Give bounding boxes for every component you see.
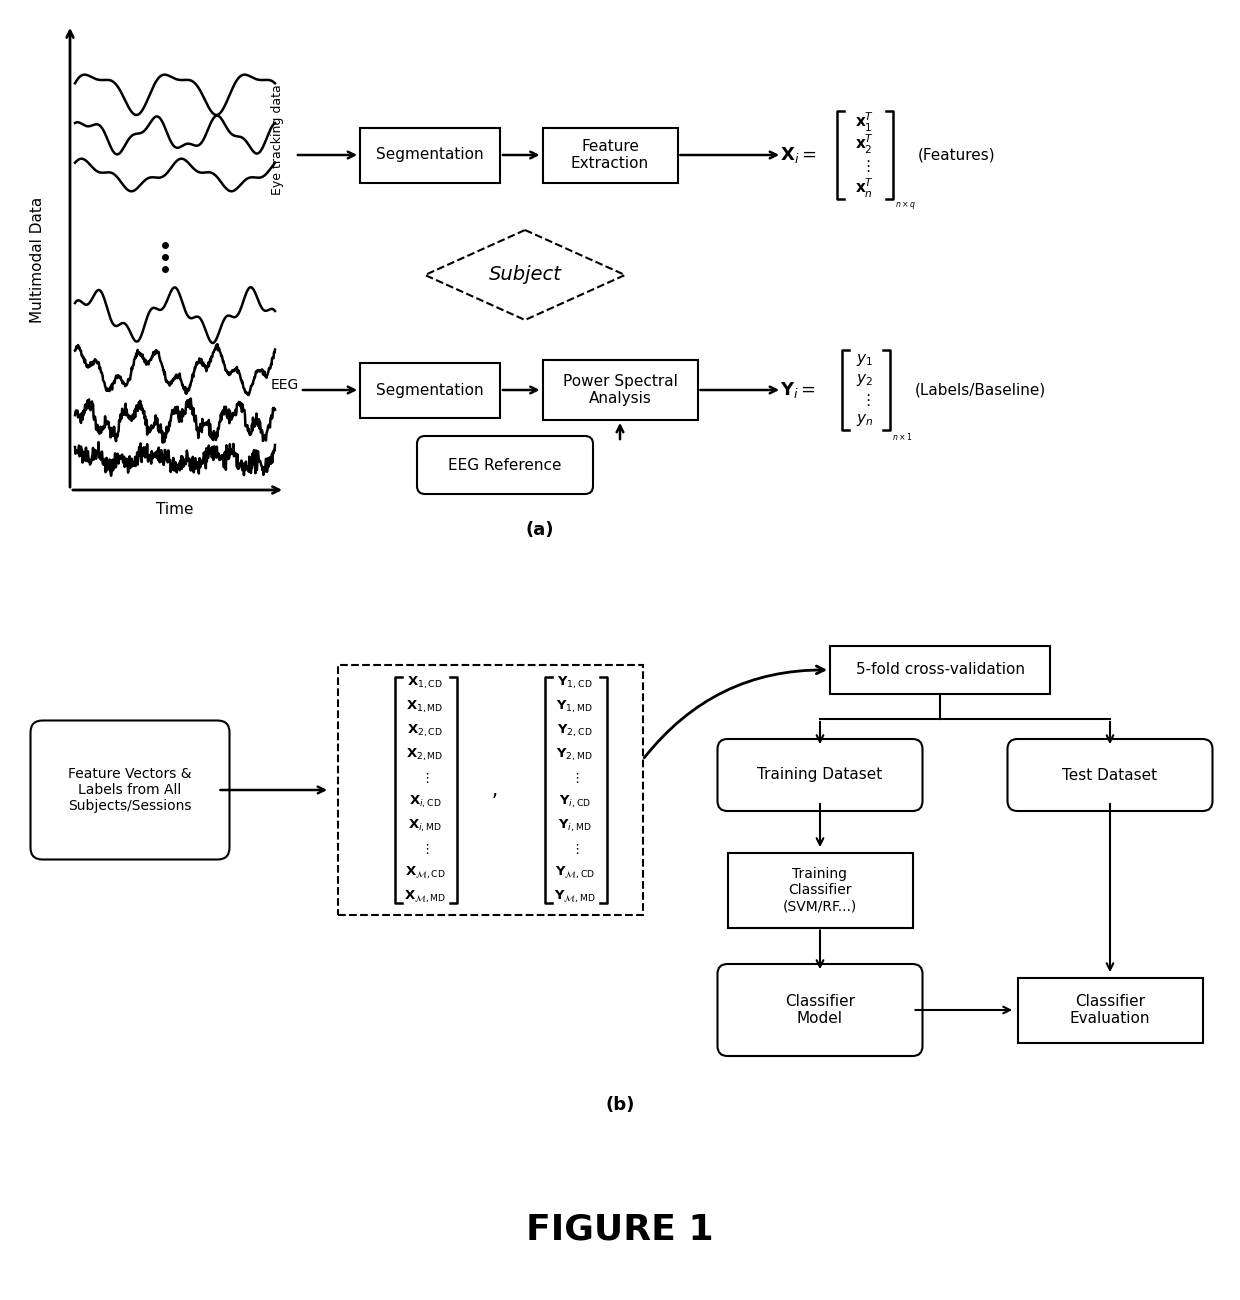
Text: $\mathbf{X}_{i,\mathrm{MD}}$: $\mathbf{X}_{i,\mathrm{MD}}$ <box>408 818 443 833</box>
Text: $\mathbf{x}_2^T$: $\mathbf{x}_2^T$ <box>856 133 874 156</box>
Text: $\mathbf{x}_n^T$: $\mathbf{x}_n^T$ <box>856 177 874 200</box>
Text: $\vdots$: $\vdots$ <box>420 842 429 857</box>
FancyBboxPatch shape <box>337 666 642 915</box>
Text: $y_n$: $y_n$ <box>857 412 874 428</box>
Text: $\mathbf{x}_1^T$: $\mathbf{x}_1^T$ <box>856 111 874 134</box>
Text: $y_2$: $y_2$ <box>857 372 873 387</box>
Text: Time: Time <box>156 503 193 517</box>
Text: $\mathbf{Y}_{i,\mathrm{CD}}$: $\mathbf{Y}_{i,\mathrm{CD}}$ <box>559 794 591 810</box>
Text: (a): (a) <box>526 521 554 540</box>
Text: $\vdots$: $\vdots$ <box>420 771 429 785</box>
Text: Feature
Extraction: Feature Extraction <box>570 139 649 172</box>
Text: Training Dataset: Training Dataset <box>758 767 883 783</box>
Text: FIGURE 1: FIGURE 1 <box>526 1213 714 1247</box>
Text: $\mathbf{X}_{2,\mathrm{MD}}$: $\mathbf{X}_{2,\mathrm{MD}}$ <box>407 746 444 763</box>
Text: $\mathbf{X}_{1,\mathrm{CD}}$: $\mathbf{X}_{1,\mathrm{CD}}$ <box>407 675 443 692</box>
Text: $\mathbf{X}_{\mathcal{M},\mathrm{MD}}$: $\mathbf{X}_{\mathcal{M},\mathrm{MD}}$ <box>404 889 446 905</box>
Text: $\mathbf{Y}_{2,\mathrm{CD}}$: $\mathbf{Y}_{2,\mathrm{CD}}$ <box>557 723 593 738</box>
Text: $\vdots$: $\vdots$ <box>859 393 870 408</box>
FancyBboxPatch shape <box>718 965 923 1056</box>
FancyBboxPatch shape <box>543 360 697 420</box>
Text: Segmentation: Segmentation <box>376 382 484 398</box>
Text: 5-fold cross-validation: 5-fold cross-validation <box>856 663 1024 677</box>
Text: $\mathbf{X}_{2,\mathrm{CD}}$: $\mathbf{X}_{2,\mathrm{CD}}$ <box>407 723 443 738</box>
FancyBboxPatch shape <box>1018 978 1203 1043</box>
Text: (Labels/Baseline): (Labels/Baseline) <box>915 382 1047 398</box>
Text: Training
Classifier
(SVM/RF...): Training Classifier (SVM/RF...) <box>782 867 857 913</box>
Text: $\mathbf{Y}_{2,\mathrm{MD}}$: $\mathbf{Y}_{2,\mathrm{MD}}$ <box>557 746 594 763</box>
Text: Classifier
Model: Classifier Model <box>785 993 856 1026</box>
FancyBboxPatch shape <box>728 853 913 927</box>
Text: $\mathbf{Y}_{\mathcal{M},\mathrm{MD}}$: $\mathbf{Y}_{\mathcal{M},\mathrm{MD}}$ <box>554 889 596 905</box>
Text: Subject: Subject <box>489 265 562 285</box>
Text: $_{n\times 1}$: $_{n\times 1}$ <box>892 432 913 445</box>
Text: $\mathbf{X}_{i,\mathrm{CD}}$: $\mathbf{X}_{i,\mathrm{CD}}$ <box>409 794 441 810</box>
Text: $\vdots$: $\vdots$ <box>859 159 870 174</box>
Text: (Features): (Features) <box>918 147 996 162</box>
Text: Segmentation: Segmentation <box>376 147 484 162</box>
Text: $_{n\times q}$: $_{n\times q}$ <box>895 202 916 213</box>
Text: $\vdots$: $\vdots$ <box>570 771 579 785</box>
Text: Eye tracking data: Eye tracking data <box>272 84 284 195</box>
Text: EEG Reference: EEG Reference <box>448 458 562 472</box>
Text: $\mathbf{Y}_{\mathcal{M},\mathrm{CD}}$: $\mathbf{Y}_{\mathcal{M},\mathrm{CD}}$ <box>554 864 595 881</box>
Text: Feature Vectors &
Labels from All
Subjects/Sessions: Feature Vectors & Labels from All Subjec… <box>68 767 192 814</box>
Text: $\mathbf{Y}_{1,\mathrm{MD}}$: $\mathbf{Y}_{1,\mathrm{MD}}$ <box>557 698 594 715</box>
FancyBboxPatch shape <box>830 646 1050 694</box>
FancyBboxPatch shape <box>718 738 923 811</box>
Text: Power Spectral
Analysis: Power Spectral Analysis <box>563 374 677 406</box>
Text: ,: , <box>492 780 498 800</box>
Text: (b): (b) <box>605 1096 635 1114</box>
Text: $y_1$: $y_1$ <box>857 352 873 368</box>
Text: Multimodal Data: Multimodal Data <box>31 196 46 324</box>
Text: $\mathbf{X}_{\mathcal{M},\mathrm{CD}}$: $\mathbf{X}_{\mathcal{M},\mathrm{CD}}$ <box>404 864 445 881</box>
FancyBboxPatch shape <box>543 127 677 182</box>
FancyBboxPatch shape <box>1007 738 1213 811</box>
Text: $\vdots$: $\vdots$ <box>570 842 579 857</box>
FancyBboxPatch shape <box>360 127 500 182</box>
Text: EEG: EEG <box>270 378 299 393</box>
FancyBboxPatch shape <box>31 720 229 859</box>
Text: Test Dataset: Test Dataset <box>1063 767 1158 783</box>
Text: $\mathbf{X}_i =$: $\mathbf{X}_i =$ <box>780 146 817 165</box>
FancyBboxPatch shape <box>417 436 593 494</box>
Text: Classifier
Evaluation: Classifier Evaluation <box>1070 993 1151 1026</box>
Text: $\mathbf{Y}_{1,\mathrm{CD}}$: $\mathbf{Y}_{1,\mathrm{CD}}$ <box>557 675 593 692</box>
Text: $\mathbf{X}_{1,\mathrm{MD}}$: $\mathbf{X}_{1,\mathrm{MD}}$ <box>407 698 444 715</box>
Text: $\mathbf{Y}_i =$: $\mathbf{Y}_i =$ <box>780 380 816 400</box>
FancyBboxPatch shape <box>360 363 500 417</box>
Text: $\mathbf{Y}_{i,\mathrm{MD}}$: $\mathbf{Y}_{i,\mathrm{MD}}$ <box>558 818 591 833</box>
